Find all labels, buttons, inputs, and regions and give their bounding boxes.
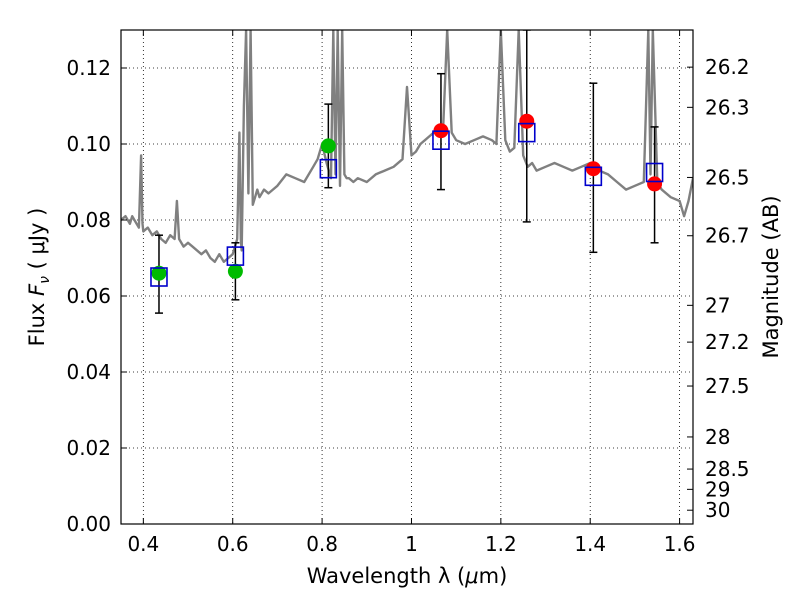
model-point <box>432 130 450 150</box>
x-tick-label: 1 <box>405 532 418 556</box>
mag-tick-label: 27.5 <box>705 374 750 398</box>
y-tick-label: 0.02 <box>66 436 111 460</box>
y-tick-label: 0.10 <box>66 132 111 156</box>
data-point <box>647 176 663 192</box>
mag-tick-label: 26.5 <box>705 165 750 189</box>
x-tick-label: 1.4 <box>574 532 606 556</box>
mag-tick-label: 26.3 <box>705 95 750 119</box>
x-tick-label: 0.6 <box>217 532 249 556</box>
plot-frame <box>120 29 694 525</box>
model-point <box>517 122 536 143</box>
model-point <box>150 267 168 287</box>
x-tick-label: 1.2 <box>485 532 517 556</box>
ticks-layer: 0.4 0.6 0.8 1 1.2 1.4 1.6 0.00 0.02 0.04 0.06 0.08 0… <box>66 30 750 556</box>
data-point <box>585 161 601 177</box>
mag-tick-label: 29 <box>705 477 730 501</box>
data-point <box>320 138 336 154</box>
model-point <box>226 246 245 266</box>
data-point <box>519 113 535 129</box>
y-tick-label: 0.06 <box>66 284 111 308</box>
data-point <box>151 265 167 281</box>
model-point <box>645 162 664 183</box>
x-tick-label: 1.6 <box>664 532 696 556</box>
mag-tick-label: 28.5 <box>705 457 750 481</box>
model-point <box>319 158 338 179</box>
spectrum-line <box>121 30 693 263</box>
x-axis-label: Wavelength λ (μm) <box>307 564 508 588</box>
data-layer <box>121 30 693 314</box>
mag-tick-label: 27.2 <box>705 330 750 354</box>
y2-axis-label: Magnitude (AB) <box>759 195 783 358</box>
x-tick-label: 0.4 <box>127 532 159 556</box>
model-point <box>584 166 603 187</box>
mag-tick-label: 27 <box>705 293 730 317</box>
mag-tick-label: 30 <box>705 498 730 522</box>
y-tick-label: 0.00 <box>66 512 111 536</box>
y-axis-label: Flux Fν ( μJy ) <box>25 208 53 347</box>
mag-tick-label: 28 <box>705 425 730 449</box>
mag-tick-label: 26.7 <box>705 224 750 248</box>
y-tick-label: 0.12 <box>66 56 111 80</box>
mag-tick-label: 26.2 <box>705 55 750 79</box>
x-tick-label: 0.8 <box>306 532 338 556</box>
y-tick-label: 0.08 <box>66 208 111 232</box>
data-point <box>227 263 243 279</box>
y-tick-label: 0.04 <box>66 360 111 384</box>
